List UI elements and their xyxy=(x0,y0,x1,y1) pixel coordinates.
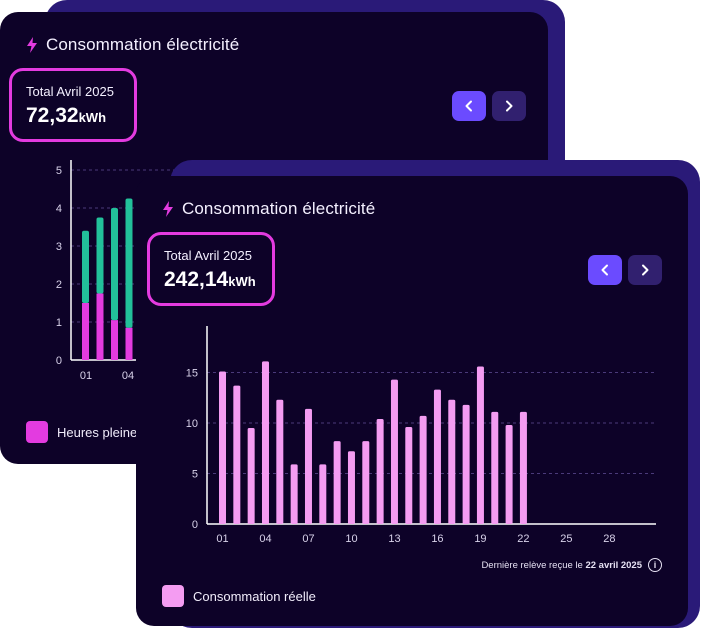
front-card: Consommation électricité Total Avril 202… xyxy=(136,176,688,626)
x-tick-label: 22 xyxy=(517,533,529,545)
bar xyxy=(405,427,413,524)
bar xyxy=(376,418,384,524)
x-tick-label: 04 xyxy=(122,370,134,382)
back-total-label: Total Avril 2025 xyxy=(26,84,114,99)
back-prev-month-button[interactable] xyxy=(452,91,486,121)
bar xyxy=(276,399,284,524)
front-total-box: Total Avril 2025 242,14kWh xyxy=(147,232,275,306)
y-tick-label: 0 xyxy=(56,355,62,367)
front-next-month-button[interactable] xyxy=(628,255,662,285)
front-legend: Consommation réelle xyxy=(162,585,316,607)
bar-segment xyxy=(82,230,89,303)
bar xyxy=(462,404,470,524)
front-prev-month-button[interactable] xyxy=(588,255,622,285)
bar xyxy=(347,451,355,524)
front-legend-label: Consommation réelle xyxy=(193,588,316,604)
bar xyxy=(362,441,370,524)
back-total-value: 72,32kWh xyxy=(26,104,107,127)
bar xyxy=(448,399,456,524)
bar xyxy=(319,464,327,524)
back-next-month-button[interactable] xyxy=(492,91,526,121)
bar xyxy=(304,408,312,524)
last-reading-text: Dernière relève reçue le 22 avril 2025 xyxy=(481,559,642,571)
x-tick-label: 01 xyxy=(216,533,228,545)
back-card-title: Consommation électricité xyxy=(46,35,240,54)
bar-segment xyxy=(96,293,104,360)
chevron-left-icon xyxy=(601,264,608,276)
bar xyxy=(247,428,255,524)
bolt-icon xyxy=(163,201,173,217)
bar xyxy=(390,379,398,524)
bar xyxy=(333,441,341,524)
bar-segment xyxy=(111,320,118,360)
x-tick-label: 28 xyxy=(603,533,615,545)
bar-segment xyxy=(125,198,133,328)
back-legend: Heures pleine xyxy=(26,421,137,443)
bar-segment xyxy=(125,327,133,360)
x-tick-label: 01 xyxy=(80,370,92,382)
front-total-value: 242,14kWh xyxy=(164,268,256,291)
last-reading-note: Dernière relève reçue le 22 avril 2025 i xyxy=(481,558,662,572)
y-tick-label: 1 xyxy=(56,317,62,329)
y-tick-label: 3 xyxy=(56,241,62,253)
bar xyxy=(419,415,427,524)
bar-segment xyxy=(111,208,118,321)
chevron-left-icon xyxy=(465,100,472,112)
bar xyxy=(261,361,269,524)
y-tick-label: 15 xyxy=(186,368,198,380)
x-tick-label: 19 xyxy=(474,533,486,545)
bar-segment xyxy=(82,303,89,360)
front-consumption-chart: 0 5 10 15 01 04 07 10 13 16 19 22 25 28 xyxy=(186,326,656,545)
x-tick-label: 04 xyxy=(259,533,271,545)
info-icon[interactable]: i xyxy=(648,558,662,572)
bar-segment xyxy=(96,217,104,294)
x-tick-label: 13 xyxy=(388,533,400,545)
chevron-right-icon xyxy=(506,100,513,112)
front-legend-swatch xyxy=(162,585,184,607)
y-tick-label: 5 xyxy=(192,469,198,481)
bar xyxy=(433,389,441,524)
y-tick-label: 4 xyxy=(56,203,62,215)
back-legend-swatch xyxy=(26,421,48,443)
x-tick-label: 07 xyxy=(302,533,314,545)
bolt-icon xyxy=(27,37,37,53)
bar xyxy=(505,425,513,524)
y-tick-label: 10 xyxy=(186,418,198,430)
back-card-header: Consommation électricité xyxy=(26,35,239,55)
bar xyxy=(491,411,499,524)
x-tick-label: 10 xyxy=(345,533,357,545)
bar xyxy=(233,385,241,524)
bar xyxy=(219,371,226,524)
x-tick-label: 25 xyxy=(560,533,572,545)
front-card-header: Consommation électricité xyxy=(162,199,375,219)
bar xyxy=(476,366,484,524)
bar xyxy=(519,411,527,524)
y-tick-label: 2 xyxy=(56,279,62,291)
y-tick-label: 5 xyxy=(56,165,62,177)
back-total-box: Total Avril 2025 72,32kWh xyxy=(9,68,137,142)
x-tick-label: 16 xyxy=(431,533,443,545)
front-card-title: Consommation électricité xyxy=(182,199,376,218)
bar xyxy=(290,464,298,524)
front-total-label: Total Avril 2025 xyxy=(164,248,252,263)
chevron-right-icon xyxy=(642,264,649,276)
y-tick-label: 0 xyxy=(192,519,198,531)
back-legend-label: Heures pleine xyxy=(57,424,138,440)
